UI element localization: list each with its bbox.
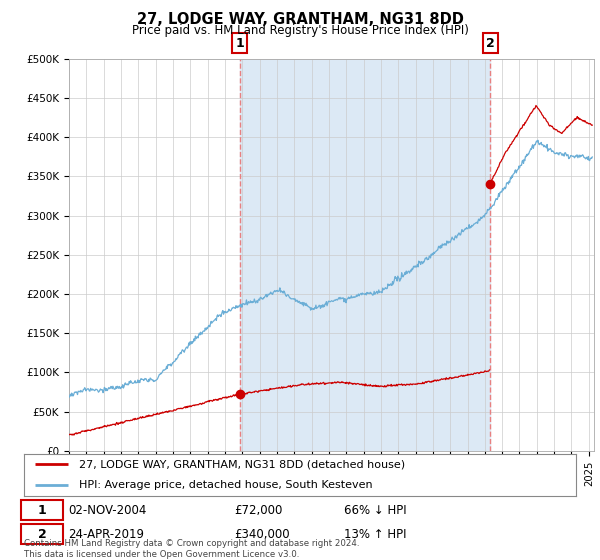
Text: HPI: Average price, detached house, South Kesteven: HPI: Average price, detached house, Sout… [79,480,373,490]
Text: Contains HM Land Registry data © Crown copyright and database right 2024.
This d: Contains HM Land Registry data © Crown c… [24,539,359,559]
Text: £72,000: £72,000 [234,503,282,516]
Text: 02-NOV-2004: 02-NOV-2004 [68,503,146,516]
Text: 1: 1 [38,503,47,516]
FancyBboxPatch shape [21,500,62,520]
Bar [239,59,490,451]
Text: 1: 1 [235,36,244,50]
Text: 27, LODGE WAY, GRANTHAM, NG31 8DD (detached house): 27, LODGE WAY, GRANTHAM, NG31 8DD (detac… [79,459,406,469]
Text: Price paid vs. HM Land Registry's House Price Index (HPI): Price paid vs. HM Land Registry's House … [131,24,469,36]
FancyBboxPatch shape [21,524,62,544]
Text: 24-APR-2019: 24-APR-2019 [68,528,144,541]
Text: 2: 2 [38,528,47,541]
Text: £340,000: £340,000 [234,528,289,541]
Text: 27, LODGE WAY, GRANTHAM, NG31 8DD: 27, LODGE WAY, GRANTHAM, NG31 8DD [137,12,463,27]
Text: 13% ↑ HPI: 13% ↑ HPI [344,528,407,541]
Text: 2: 2 [485,36,494,50]
Text: 66% ↓ HPI: 66% ↓ HPI [344,503,407,516]
